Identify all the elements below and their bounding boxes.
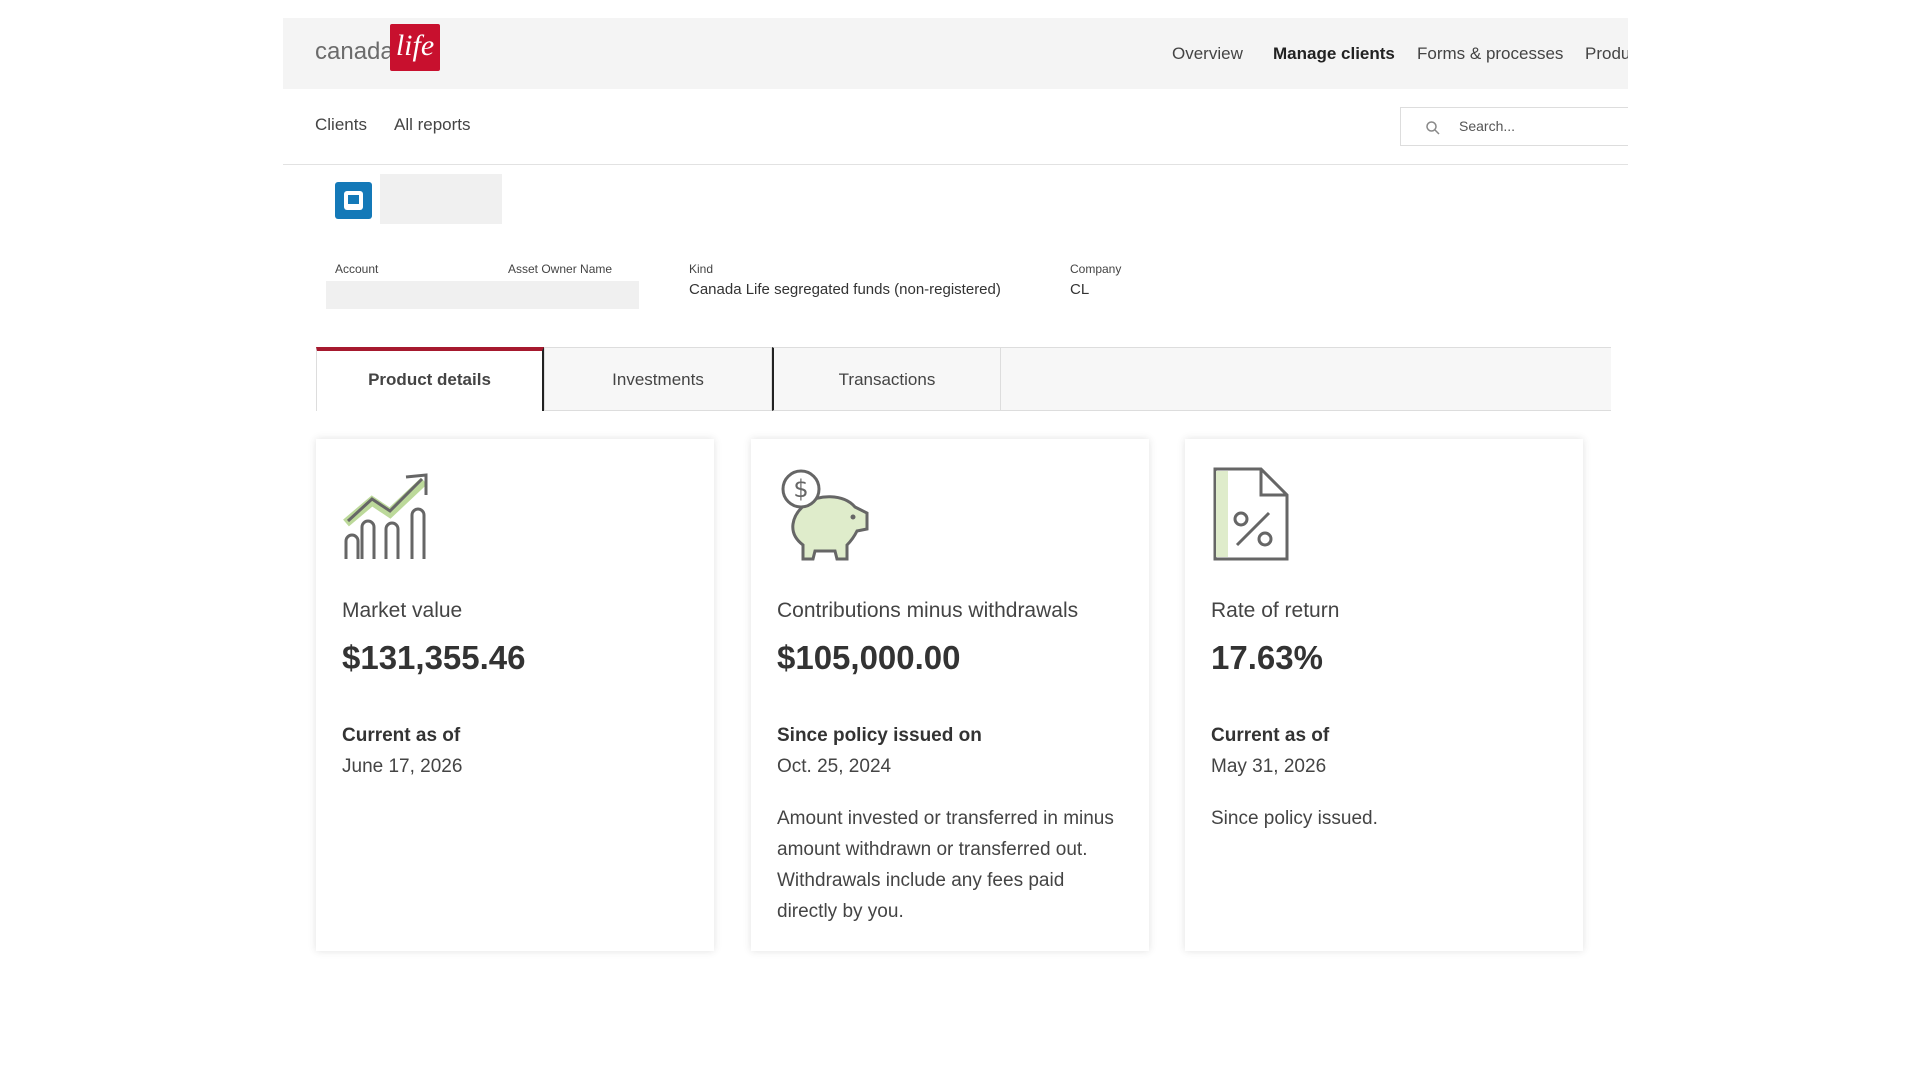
card-value: $105,000.00 xyxy=(777,639,961,676)
tab[interactable]: Transactions xyxy=(772,347,1001,411)
field-label: Asset Owner Name xyxy=(508,262,613,276)
card-title: Rate of return xyxy=(1211,599,1340,622)
card-caption: Since policy issued on xyxy=(777,725,982,746)
card-date: Oct. 25, 2024 xyxy=(777,756,892,777)
nav-link[interactable]: Produ xyxy=(1585,44,1628,63)
logo-mark[interactable]: life xyxy=(390,24,440,71)
field-label: Kind xyxy=(689,262,714,276)
card-caption: Current as of xyxy=(342,725,461,746)
card-title: Contributions minus withdrawals xyxy=(777,599,1079,622)
svg-text:$: $ xyxy=(793,475,808,503)
card-value: 17.63% xyxy=(1211,639,1323,676)
card-description: Since policy issued. xyxy=(1211,808,1378,829)
tab[interactable]: Investments xyxy=(544,347,772,411)
card-caption: Current as of xyxy=(1211,725,1330,746)
growth-icon xyxy=(343,473,428,559)
card-title: Market value xyxy=(342,599,463,622)
piggy-bank-icon: $ xyxy=(781,469,869,561)
search-box[interactable]: Search... xyxy=(1400,107,1628,146)
search-placeholder: Search... xyxy=(1459,118,1516,134)
redacted-name xyxy=(380,174,502,224)
card-description: Amount invested or transferred in minus … xyxy=(777,808,1114,922)
tab[interactable]: Product details xyxy=(316,347,544,411)
field-value: CL xyxy=(1070,281,1090,298)
summary-card: $ Contributions minus withdrawals $105,0… xyxy=(751,439,1149,951)
nav-link[interactable]: Manage clients xyxy=(1273,44,1395,63)
field-value: Canada Life segregated funds (non-regist… xyxy=(689,281,1001,298)
redacted-values xyxy=(326,281,639,309)
summary-card: Rate of return 17.63% Current as of May … xyxy=(1185,439,1583,951)
summary-card: Market value $131,355.46 Current as of J… xyxy=(316,439,714,951)
top-bar: canada life Overview Manage clients Form… xyxy=(283,18,1628,89)
nav-link[interactable]: Overview xyxy=(1172,44,1243,63)
card-value: $131,355.46 xyxy=(342,639,526,676)
card-date: May 31, 2026 xyxy=(1211,756,1327,777)
nav-link[interactable]: Forms & processes xyxy=(1417,44,1564,63)
subnav-link[interactable]: Clients xyxy=(315,115,367,134)
card-date: June 17, 2026 xyxy=(342,756,463,777)
document-percent-icon xyxy=(1213,467,1289,561)
search-icon xyxy=(1426,121,1440,135)
logo-text: canada xyxy=(315,38,394,65)
divider xyxy=(283,164,1628,165)
field-label: Account xyxy=(335,262,379,276)
subnav-link[interactable]: All reports xyxy=(394,115,471,134)
field-label: Company xyxy=(1070,262,1122,276)
account-icon xyxy=(335,182,372,219)
